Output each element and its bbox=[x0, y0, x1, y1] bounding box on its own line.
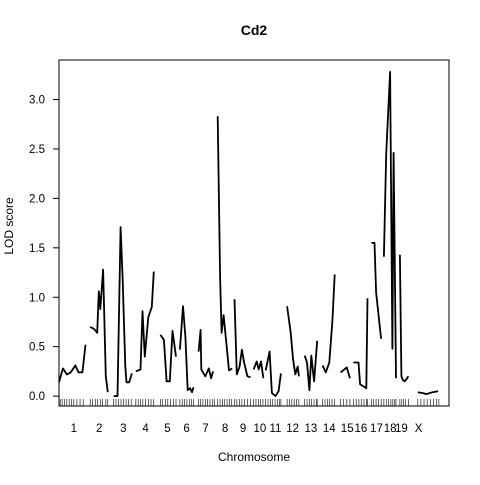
chromosome-label: 6 bbox=[183, 423, 189, 435]
lod-curve-chr-17 bbox=[371, 241, 382, 339]
chromosome-label: 1 bbox=[71, 423, 77, 435]
lod-curve-chr-7 bbox=[197, 328, 214, 380]
y-tick-label: 0.0 bbox=[29, 391, 45, 403]
chromosome-label: 9 bbox=[240, 423, 246, 435]
y-tick-label: 3.0 bbox=[29, 95, 45, 107]
y-tick-label: 0.5 bbox=[29, 342, 45, 354]
chromosome-label: 13 bbox=[305, 423, 318, 435]
lod-curve-chr-19 bbox=[399, 254, 410, 383]
lod-curve-chr-6 bbox=[179, 305, 195, 394]
lod-curve-chr-4 bbox=[135, 271, 155, 373]
lod-curve-chr-14 bbox=[321, 274, 336, 374]
chromosome-label: 5 bbox=[164, 423, 170, 435]
lod-curve-chr-11 bbox=[264, 350, 282, 398]
chart-title: Cd2 bbox=[241, 22, 268, 38]
lod-curve-chr-3 bbox=[113, 226, 133, 398]
chromosome-label: 12 bbox=[286, 423, 299, 435]
chromosome-label: 2 bbox=[96, 423, 102, 435]
y-axis: 0.0 0.5 1.0 1.5 2.0 2.5 3.0 bbox=[29, 95, 59, 403]
lod-curve-chr-12 bbox=[286, 306, 300, 377]
chromosome-label: 8 bbox=[222, 423, 228, 435]
lod-curve-chr-1 bbox=[58, 344, 87, 383]
chromosome-label: 10 bbox=[253, 423, 266, 435]
lod-curves bbox=[58, 71, 439, 398]
y-axis-label: LOD score bbox=[2, 197, 16, 255]
lod-curve-chr-18 bbox=[383, 71, 397, 379]
x-axis-label: Chromosome bbox=[218, 450, 290, 464]
lod-curve-chr-15 bbox=[340, 366, 351, 379]
chromosome-label: 18 bbox=[384, 423, 397, 435]
chromosome-label: 16 bbox=[354, 423, 367, 435]
plot-frame bbox=[58, 59, 450, 407]
chromosome-label: X bbox=[415, 423, 423, 435]
y-tick-label: 1.0 bbox=[29, 292, 45, 304]
chromosome-label: 15 bbox=[341, 423, 354, 435]
lod-curve-chr-8 bbox=[216, 116, 233, 372]
chromosome-label: 7 bbox=[202, 423, 208, 435]
lod-curve-chr-13 bbox=[303, 340, 319, 392]
lod-curve-chr-16 bbox=[353, 298, 369, 390]
y-tick-label: 1.5 bbox=[29, 243, 45, 255]
marker-rug bbox=[59, 399, 440, 406]
y-tick-label: 2.0 bbox=[29, 193, 45, 205]
lod-curve-chr-9 bbox=[233, 299, 251, 379]
lod-curve-chr-10 bbox=[252, 360, 265, 379]
lod-curve-chr-2 bbox=[89, 268, 109, 393]
chromosome-label: 4 bbox=[142, 423, 149, 435]
chromosome-label: 14 bbox=[323, 423, 336, 435]
chromosome-label: 17 bbox=[370, 423, 383, 435]
chromosome-label: 3 bbox=[120, 423, 126, 435]
y-tick-label: 2.5 bbox=[29, 144, 45, 156]
lod-curve-chr-5 bbox=[159, 329, 177, 383]
lod-curve-chr-x bbox=[417, 390, 439, 396]
chromosome-label: 19 bbox=[395, 423, 408, 435]
chromosome-label: 11 bbox=[269, 423, 281, 435]
